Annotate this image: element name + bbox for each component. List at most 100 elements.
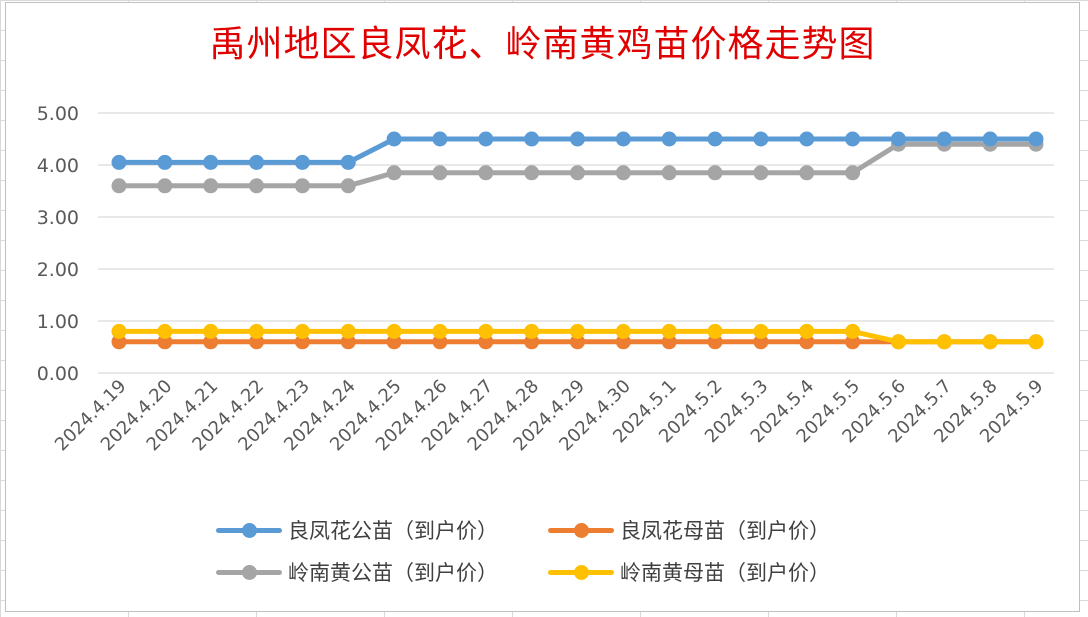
data-point [799, 323, 815, 339]
data-point [570, 334, 585, 350]
data-point [203, 334, 219, 350]
legend-label: 岭南黄母苗（到户价） [620, 561, 830, 585]
series-3 [111, 136, 1044, 194]
data-point [432, 334, 448, 350]
data-point [570, 131, 585, 147]
legend-item-series-4: 岭南黄母苗（到户价） [548, 557, 878, 587]
data-point [478, 334, 494, 350]
data-point [1028, 334, 1044, 350]
data-point [615, 323, 631, 339]
data-point [478, 131, 494, 147]
legend-swatch [216, 557, 282, 587]
data-point [799, 165, 815, 181]
data-point [386, 165, 402, 181]
data-point [661, 165, 677, 181]
data-point [249, 323, 265, 339]
data-point [845, 131, 861, 147]
data-point [203, 178, 219, 194]
data-point [432, 165, 448, 181]
data-point [615, 165, 631, 181]
data-point [432, 323, 448, 339]
data-point [294, 154, 310, 170]
data-point [157, 178, 173, 194]
data-point [294, 334, 310, 350]
data-point [753, 323, 769, 339]
y-tick-label: 2.00 [37, 259, 79, 281]
data-point [845, 165, 861, 181]
legend-swatch [216, 515, 282, 545]
data-point [890, 131, 906, 147]
data-point [753, 165, 769, 181]
data-point [707, 131, 723, 147]
data-point [799, 131, 815, 147]
data-point [890, 334, 906, 350]
data-point [249, 154, 265, 170]
data-point [570, 323, 585, 339]
data-point [982, 131, 998, 147]
data-point [111, 334, 127, 350]
y-tick-label: 5.00 [37, 103, 79, 125]
legend-item-series-1: 良凤花公苗（到户价） [216, 515, 548, 545]
data-point [524, 334, 540, 350]
data-point [386, 323, 402, 339]
data-point [661, 334, 677, 350]
data-point [524, 131, 540, 147]
legend-label: 良凤花公苗（到户价） [288, 519, 498, 543]
data-point [340, 178, 356, 194]
data-point [707, 334, 723, 350]
data-point [661, 131, 677, 147]
data-point [982, 334, 998, 350]
data-point [203, 154, 219, 170]
data-point [478, 165, 494, 181]
data-point [524, 165, 540, 181]
data-point [340, 154, 356, 170]
data-point [111, 178, 127, 194]
chart-title: 禹州地区良凤花、岭南黄鸡苗价格走势图 [209, 24, 876, 65]
legend-item-series-3: 岭南黄公苗（到户价） [216, 557, 548, 587]
data-point [936, 334, 952, 350]
data-point [111, 323, 127, 339]
data-point [111, 154, 127, 170]
series-4 [111, 323, 1044, 350]
legend-item-series-2: 良凤花母苗（到户价） [548, 515, 878, 545]
data-point [478, 323, 494, 339]
data-point [386, 131, 402, 147]
data-point [845, 334, 861, 350]
legend-label: 岭南黄公苗（到户价） [288, 561, 498, 585]
data-point [845, 323, 861, 339]
line-chart: 0.001.002.003.004.005.002024.4.192024.4.… [37, 103, 1054, 455]
data-point [707, 323, 723, 339]
y-tick-label: 1.00 [37, 311, 79, 333]
data-point [524, 323, 540, 339]
y-tick-label: 0.00 [37, 363, 79, 385]
legend-swatch [548, 557, 614, 587]
legend: 良凤花公苗（到户价） 良凤花母苗（到户价） 岭南黄公苗（到户价） 岭南黄母苗（到… [216, 515, 896, 587]
data-point [799, 334, 815, 350]
data-point [340, 334, 356, 350]
data-point [294, 323, 310, 339]
data-point [615, 334, 631, 350]
chart-area[interactable]: 禹州地区良凤花、岭南黄鸡苗价格走势图 0.00 1.00 2.00 3.00 4.00 5… [5, 2, 1080, 612]
y-tick-label: 4.00 [37, 155, 79, 177]
data-point [753, 131, 769, 147]
data-point [157, 323, 173, 339]
data-point [1028, 131, 1044, 147]
data-point [707, 165, 723, 181]
y-tick-label: 3.00 [37, 207, 79, 229]
data-point [753, 334, 769, 350]
data-point [340, 323, 356, 339]
data-point [157, 154, 173, 170]
data-point [249, 334, 265, 350]
data-point [432, 131, 448, 147]
data-point [203, 323, 219, 339]
data-point [615, 131, 631, 147]
data-point [661, 323, 677, 339]
data-point [157, 334, 173, 350]
series-1 [111, 131, 1044, 170]
data-point [386, 334, 402, 350]
data-point [936, 131, 952, 147]
legend-swatch [548, 515, 614, 545]
data-point [570, 165, 585, 181]
data-point [294, 178, 310, 194]
